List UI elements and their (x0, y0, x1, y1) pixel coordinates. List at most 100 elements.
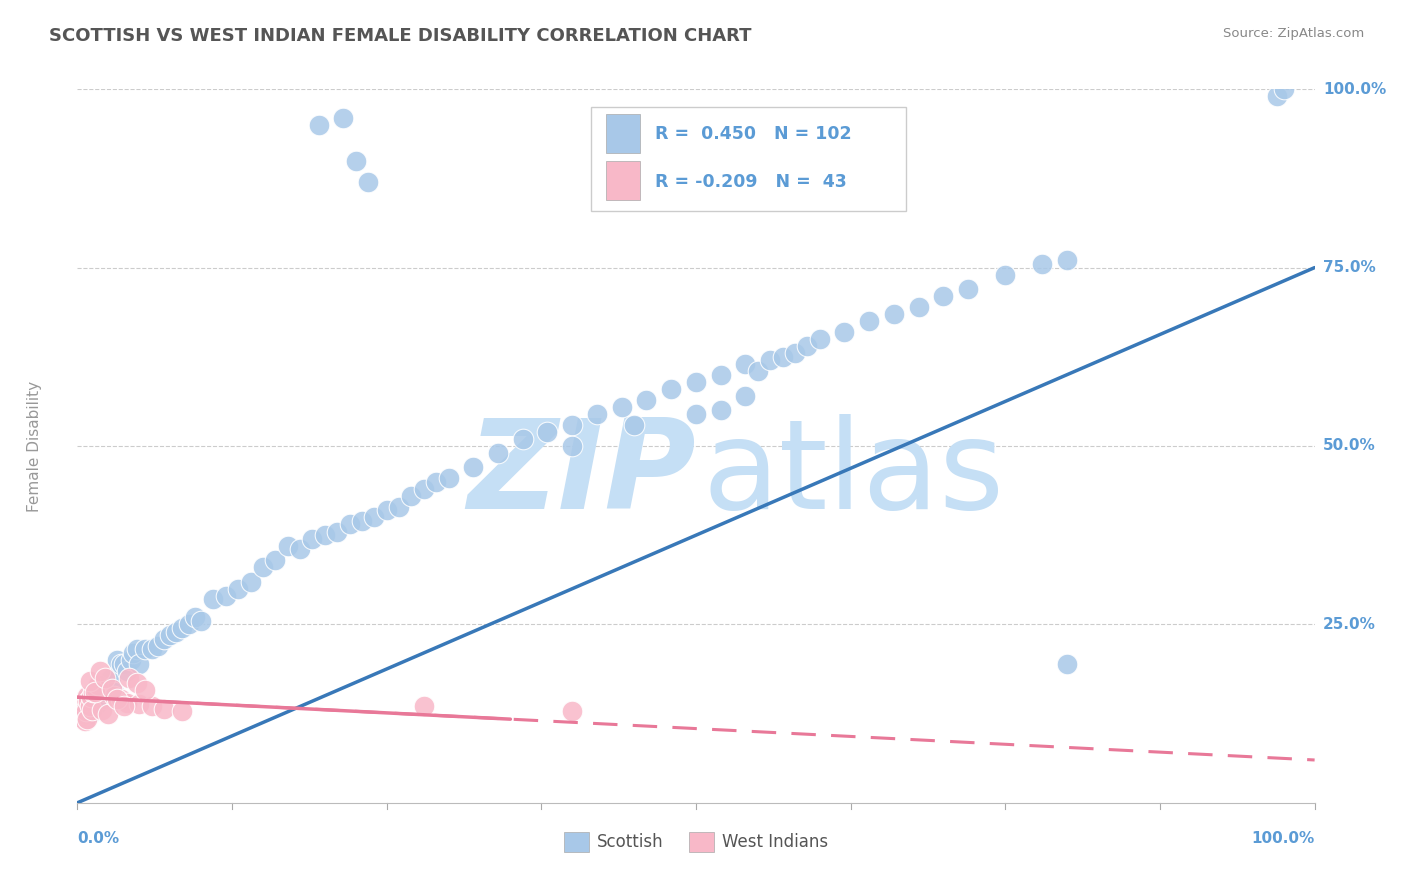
Point (314, 528, 336, 542)
Point (86, 685, 108, 699)
Point (82, 685, 104, 699)
Point (536, 425, 558, 439)
Bar (606, 114, 640, 153)
Point (339, 517, 361, 532)
Point (83, 685, 105, 699)
Point (412, 482, 434, 496)
Point (100, 671, 122, 685)
Point (128, 698, 150, 712)
Point (165, 624, 187, 639)
Point (326, 524, 349, 539)
Point (75, 699, 97, 714)
Point (91, 703, 114, 717)
Point (141, 699, 163, 714)
Point (69, 703, 91, 717)
Text: 0.0%: 0.0% (77, 831, 120, 847)
Text: atlas: atlas (702, 414, 1004, 535)
Point (1056, 253, 1078, 268)
Point (1272, 82, 1295, 96)
Point (301, 532, 323, 546)
Point (125, 642, 148, 657)
Text: 75.0%: 75.0% (1323, 260, 1375, 275)
Point (82, 689, 104, 703)
Point (858, 314, 880, 328)
Point (134, 642, 156, 657)
Point (84, 681, 107, 696)
Point (486, 446, 509, 460)
Point (388, 500, 411, 514)
Point (83, 699, 105, 714)
Point (118, 671, 141, 685)
Point (401, 489, 423, 503)
Point (76, 712, 98, 726)
Point (75, 705, 97, 719)
Point (932, 289, 955, 303)
Point (87, 696, 110, 710)
Point (105, 692, 128, 706)
Point (561, 705, 583, 719)
Point (796, 339, 818, 353)
Point (82, 692, 104, 706)
Point (264, 553, 287, 567)
Point (636, 392, 658, 407)
Point (77, 692, 100, 706)
Point (710, 403, 733, 417)
Point (72, 708, 94, 723)
Text: SCOTTISH VS WEST INDIAN FEMALE DISABILITY CORRELATION CHART: SCOTTISH VS WEST INDIAN FEMALE DISABILIT… (49, 27, 752, 45)
Point (90, 681, 112, 696)
Point (94, 685, 117, 699)
Point (277, 539, 299, 553)
Point (103, 689, 125, 703)
Point (734, 389, 756, 403)
Point (159, 628, 181, 642)
Point (122, 646, 145, 660)
Point (134, 683, 156, 698)
Point (115, 696, 138, 710)
Point (1267, 89, 1289, 103)
Text: 100.0%: 100.0% (1323, 82, 1386, 96)
Point (69, 703, 91, 717)
Point (72, 706, 94, 721)
Point (685, 407, 707, 421)
Point (110, 657, 132, 671)
Point (153, 701, 176, 715)
Point (772, 350, 794, 364)
Point (425, 475, 447, 489)
Point (73, 714, 96, 728)
Point (734, 357, 756, 371)
Point (215, 589, 238, 603)
Point (76, 696, 98, 710)
Point (363, 510, 385, 524)
Text: R = -0.209   N =  43: R = -0.209 N = 43 (655, 173, 846, 191)
Point (75, 692, 97, 706)
Point (110, 692, 132, 706)
Point (97, 706, 120, 721)
Point (561, 417, 583, 432)
Point (91, 681, 114, 696)
Point (747, 364, 769, 378)
Point (77, 694, 100, 708)
Point (783, 346, 806, 360)
Point (1031, 257, 1053, 271)
Point (375, 503, 398, 517)
Point (112, 699, 135, 714)
Point (561, 439, 583, 453)
Point (344, 153, 367, 168)
Point (105, 653, 128, 667)
Point (412, 699, 434, 714)
Point (332, 111, 354, 125)
Point (202, 592, 225, 607)
Text: Female Disability: Female Disability (27, 380, 42, 512)
Point (125, 676, 148, 690)
Point (70, 699, 93, 714)
Point (89, 685, 111, 699)
Text: R =  0.450   N = 102: R = 0.450 N = 102 (655, 125, 852, 143)
Point (177, 617, 200, 632)
Point (73, 692, 96, 706)
Point (70, 705, 93, 719)
Point (93, 671, 115, 685)
Point (79, 699, 101, 714)
Point (120, 653, 142, 667)
Point (97, 674, 120, 689)
Point (76, 689, 98, 703)
